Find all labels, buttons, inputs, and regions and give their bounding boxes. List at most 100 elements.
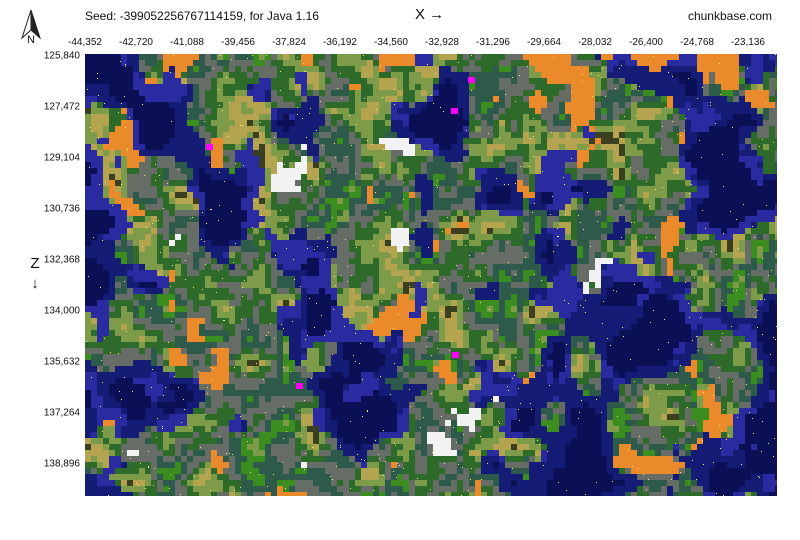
biome-cell: [313, 174, 319, 180]
biome-cell: [103, 174, 109, 180]
biome-cell: [277, 156, 283, 162]
biome-cell: [229, 258, 235, 264]
biome-cell: [331, 54, 337, 60]
biome-cell: [181, 288, 187, 294]
biome-cell: [403, 264, 409, 270]
biome-cell: [535, 210, 541, 216]
biome-cell: [595, 90, 601, 96]
z-tick-label: 138,896: [43, 458, 80, 470]
biome-cell: [85, 144, 91, 150]
biome-cell: [343, 306, 349, 312]
biome-cell: [163, 252, 169, 258]
biome-cell: [769, 240, 775, 246]
biome-cell: [595, 204, 601, 210]
biome-cell: [271, 270, 277, 276]
brand-link[interactable]: chunkbase.com: [687, 9, 772, 23]
biome-cell: [475, 168, 481, 174]
biome-cell: [679, 276, 685, 282]
biome-cell: [721, 288, 727, 294]
biome-cell: [121, 138, 127, 144]
biome-cell: [139, 72, 145, 78]
biome-cell: [145, 246, 151, 252]
biome-cell: [157, 300, 163, 306]
biome-cell: [247, 90, 253, 96]
biome-cell: [649, 174, 655, 180]
biome-cell: [571, 126, 577, 132]
biome-cell: [403, 252, 409, 258]
biome-cell: [715, 168, 721, 174]
biome-cell: [421, 144, 427, 150]
biome-cell: [745, 282, 751, 288]
biome-cell: [481, 258, 487, 264]
biome-cell: [271, 66, 277, 72]
biome-cell: [703, 54, 709, 60]
biome-cell: [763, 120, 769, 126]
biome-cell: [415, 108, 421, 114]
biome-cell: [751, 102, 757, 108]
biome-cell: [499, 222, 505, 228]
biome-cell: [679, 96, 685, 102]
biome-cell: [331, 222, 337, 228]
biome-cell: [181, 60, 187, 66]
biome-cell: [661, 126, 667, 132]
biome-cell: [661, 90, 667, 96]
biome-cell: [637, 222, 643, 228]
biome-cell: [421, 306, 427, 312]
biome-cell: [295, 288, 301, 294]
biome-cell: [745, 300, 751, 306]
biome-cell: [91, 294, 97, 300]
biome-cell: [319, 234, 325, 240]
biome-cell: [163, 72, 169, 78]
biome-cell: [139, 66, 145, 72]
biome-cell: [775, 186, 777, 192]
biome-cell: [763, 90, 769, 96]
biome-cell: [205, 252, 211, 258]
biome-cell: [679, 210, 685, 216]
biome-cell: [433, 162, 439, 168]
biome-cell: [697, 78, 703, 84]
biome-cell: [373, 120, 379, 126]
biome-map-canvas[interactable]: [85, 54, 777, 496]
biome-cell: [457, 90, 463, 96]
biome-cell: [547, 204, 553, 210]
biome-cell: [673, 84, 679, 90]
biome-cell: [373, 108, 379, 114]
biome-cell: [355, 132, 361, 138]
biome-cell: [127, 240, 133, 246]
biome-cell: [721, 54, 727, 60]
biome-cell: [121, 126, 127, 132]
biome-cell: [199, 246, 205, 252]
biome-cell: [169, 156, 175, 162]
biome-cell: [679, 84, 685, 90]
biome-cell: [763, 234, 769, 240]
biome-cell: [667, 126, 673, 132]
biome-cell: [445, 102, 451, 108]
biome-cell: [331, 120, 337, 126]
biome-cell: [655, 60, 661, 66]
biome-cell: [373, 144, 379, 150]
biome-cell: [139, 108, 145, 114]
biome-cell: [121, 84, 127, 90]
biome-cell: [547, 108, 553, 114]
biome-cell: [595, 78, 601, 84]
biome-cell: [403, 54, 409, 60]
biome-cell: [145, 168, 151, 174]
biome-cell: [649, 180, 655, 186]
biome-cell: [337, 90, 343, 96]
biome-cell: [667, 276, 673, 282]
z-axis-title: Z ↓: [30, 255, 40, 292]
biome-cell: [379, 78, 385, 84]
biome-cell: [85, 138, 91, 144]
biome-cell: [421, 150, 427, 156]
biome-cell: [115, 144, 121, 150]
biome-cell: [769, 258, 775, 264]
biome-cell: [613, 144, 619, 150]
biome-cell: [289, 180, 295, 186]
biome-cell: [199, 270, 205, 276]
biome-cell: [679, 126, 685, 132]
biome-map[interactable]: [85, 54, 777, 496]
biome-cell: [529, 66, 535, 72]
biome-cell: [145, 300, 151, 306]
biome-cell: [655, 78, 661, 84]
biome-cell: [163, 210, 169, 216]
